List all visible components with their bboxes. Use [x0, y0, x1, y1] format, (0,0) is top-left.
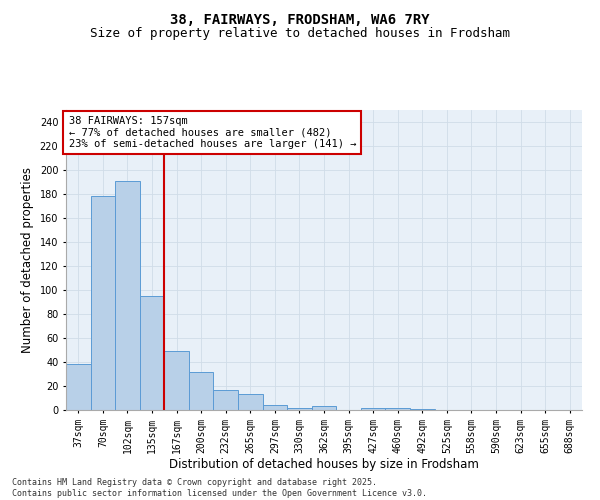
Text: 38 FAIRWAYS: 157sqm
← 77% of detached houses are smaller (482)
23% of semi-detac: 38 FAIRWAYS: 157sqm ← 77% of detached ho… [68, 116, 356, 149]
Bar [66, 364, 91, 410]
Bar [164, 351, 189, 410]
Text: 38, FAIRWAYS, FRODSHAM, WA6 7RY: 38, FAIRWAYS, FRODSHAM, WA6 7RY [170, 12, 430, 26]
Bar [238, 394, 263, 410]
Bar [410, 409, 434, 410]
Bar [263, 405, 287, 410]
Bar [385, 408, 410, 410]
Text: Size of property relative to detached houses in Frodsham: Size of property relative to detached ho… [90, 28, 510, 40]
Text: Contains HM Land Registry data © Crown copyright and database right 2025.
Contai: Contains HM Land Registry data © Crown c… [12, 478, 427, 498]
Bar [115, 181, 140, 410]
Bar [189, 372, 214, 410]
Bar [312, 406, 336, 410]
Bar [214, 390, 238, 410]
Y-axis label: Number of detached properties: Number of detached properties [21, 167, 34, 353]
Bar [361, 408, 385, 410]
Bar [140, 296, 164, 410]
Bar [287, 408, 312, 410]
Bar [91, 196, 115, 410]
X-axis label: Distribution of detached houses by size in Frodsham: Distribution of detached houses by size … [169, 458, 479, 471]
